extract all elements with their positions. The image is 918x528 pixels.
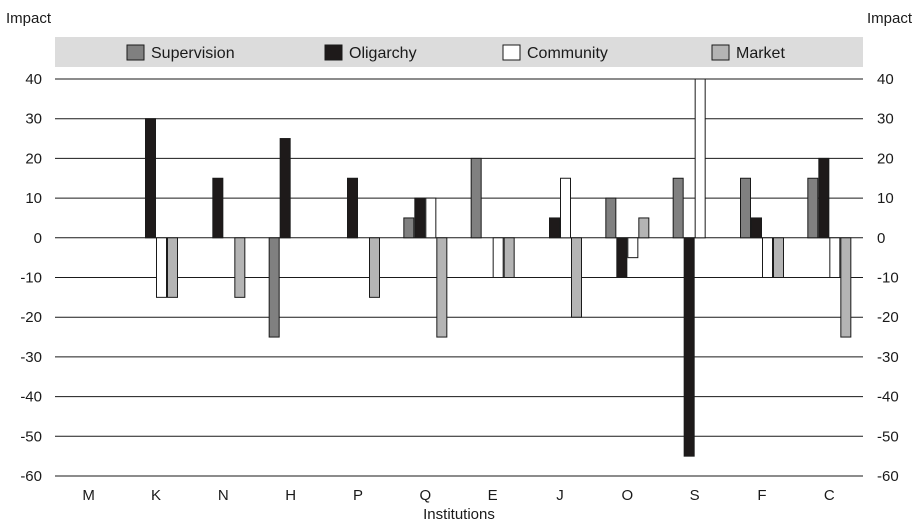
y-tick-label-right: 20 bbox=[877, 150, 894, 167]
bar bbox=[425, 197, 437, 239]
y-tick-label-right: -10 bbox=[877, 270, 899, 287]
y-tick-label-left: -50 bbox=[20, 428, 42, 445]
bar bbox=[605, 197, 617, 239]
y-axis-left: 40 30 20 10 0 -10 -20 -30 -40 -50 -60 bbox=[20, 71, 42, 485]
bar bbox=[470, 157, 482, 239]
bar bbox=[683, 237, 695, 457]
x-tick-label: H bbox=[285, 487, 296, 504]
bar bbox=[436, 237, 448, 338]
legend-swatch bbox=[324, 44, 343, 61]
legend-label: Oligarchy bbox=[349, 45, 417, 62]
legend-label: Market bbox=[736, 45, 785, 62]
y-tick-label-left: -40 bbox=[20, 389, 42, 406]
bar bbox=[347, 177, 358, 239]
bar bbox=[807, 177, 819, 239]
bar bbox=[840, 237, 852, 338]
y-axis-right: 40 30 20 10 0 -10 -20 -30 -40 -50 -60 bbox=[877, 71, 899, 485]
y-tick-label-right: -30 bbox=[877, 349, 899, 366]
bar bbox=[503, 237, 515, 279]
legend-swatch bbox=[126, 44, 145, 61]
bar bbox=[773, 237, 784, 279]
x-tick-label: E bbox=[488, 487, 498, 504]
bar bbox=[403, 217, 415, 239]
legend: Supervision Oligarchy Community Market bbox=[126, 44, 785, 62]
y-tick-label-right: -40 bbox=[877, 389, 899, 406]
bar bbox=[751, 217, 762, 239]
y-tick-label-left: 40 bbox=[25, 71, 42, 88]
bar bbox=[571, 237, 582, 318]
y-tick-label-right: -60 bbox=[877, 468, 899, 485]
bar bbox=[279, 138, 291, 239]
bar bbox=[627, 237, 639, 259]
x-tick-label: M bbox=[82, 487, 95, 504]
bar bbox=[818, 157, 830, 239]
bar bbox=[638, 217, 650, 239]
bars bbox=[145, 78, 852, 457]
y-tick-label-left: -20 bbox=[20, 309, 42, 326]
y-tick-label-right: 10 bbox=[877, 190, 894, 207]
y-tick-label-left: 20 bbox=[25, 150, 42, 167]
x-tick-label: S bbox=[690, 487, 700, 504]
bar bbox=[762, 237, 773, 279]
y-tick-label-left: 30 bbox=[25, 111, 42, 128]
bar bbox=[829, 237, 841, 279]
y-tick-label-left: -60 bbox=[20, 468, 42, 485]
bar bbox=[549, 217, 560, 239]
x-tick-label: O bbox=[621, 487, 633, 504]
y-tick-label-right: 0 bbox=[877, 230, 885, 247]
x-tick-label: N bbox=[218, 487, 229, 504]
legend-label: Supervision bbox=[151, 45, 235, 62]
bar bbox=[234, 237, 246, 298]
bar bbox=[694, 78, 706, 239]
legend-label: Community bbox=[527, 45, 608, 62]
bar bbox=[560, 177, 571, 239]
bar bbox=[414, 197, 426, 239]
bar bbox=[156, 237, 167, 298]
y-tick-label-left: -30 bbox=[20, 349, 42, 366]
bar bbox=[167, 237, 178, 298]
y-tick-label-right: -50 bbox=[877, 428, 899, 445]
gridlines bbox=[55, 78, 863, 477]
x-tick-label: J bbox=[556, 487, 564, 504]
bar bbox=[268, 237, 280, 338]
y-axis-title-left: Impact bbox=[6, 10, 52, 27]
y-tick-label-right: 30 bbox=[877, 111, 894, 128]
x-tick-label: F bbox=[757, 487, 766, 504]
y-tick-label-left: -10 bbox=[20, 270, 42, 287]
x-tick-label: K bbox=[151, 487, 161, 504]
bar bbox=[369, 237, 380, 298]
y-tick-label-left: 10 bbox=[25, 190, 42, 207]
bar bbox=[145, 118, 156, 239]
legend-swatch bbox=[711, 44, 730, 61]
y-axis-title-right: Impact bbox=[867, 10, 913, 27]
bar bbox=[492, 237, 504, 279]
x-axis-title: Institutions bbox=[423, 506, 495, 523]
x-tick-label: Q bbox=[419, 487, 431, 504]
y-tick-label-right: -20 bbox=[877, 309, 899, 326]
x-tick-label: P bbox=[353, 487, 363, 504]
bar bbox=[740, 177, 751, 239]
y-tick-label-left: 0 bbox=[34, 230, 42, 247]
bar bbox=[212, 177, 224, 239]
x-tick-label: C bbox=[824, 487, 835, 504]
bar bbox=[672, 177, 684, 239]
y-tick-label-right: 40 bbox=[877, 71, 894, 88]
bar bbox=[616, 237, 628, 279]
legend-swatch bbox=[502, 44, 521, 61]
